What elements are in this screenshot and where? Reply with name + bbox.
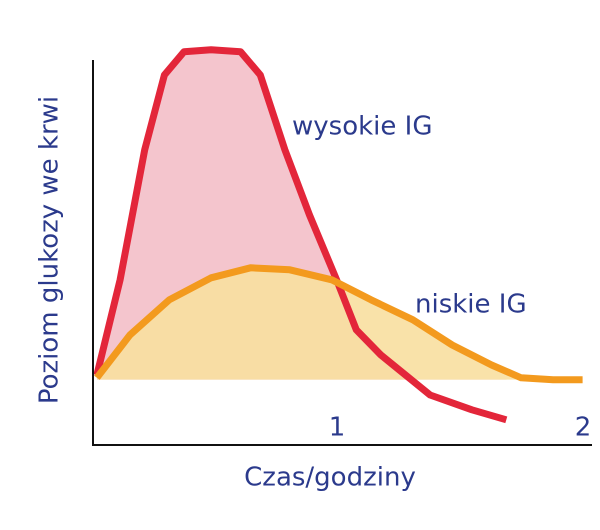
- x-tick-label: 1: [329, 413, 346, 443]
- series-label: niskie IG: [415, 290, 527, 320]
- y-axis-label: Poziom glukozy we krwi: [35, 96, 65, 404]
- series-line: [93, 46, 508, 424]
- x-axis-label: Czas/godziny: [244, 463, 416, 493]
- series-label: wysokie IG: [292, 112, 432, 142]
- series-line: [94, 264, 583, 384]
- x-tick-label: 2: [575, 413, 592, 443]
